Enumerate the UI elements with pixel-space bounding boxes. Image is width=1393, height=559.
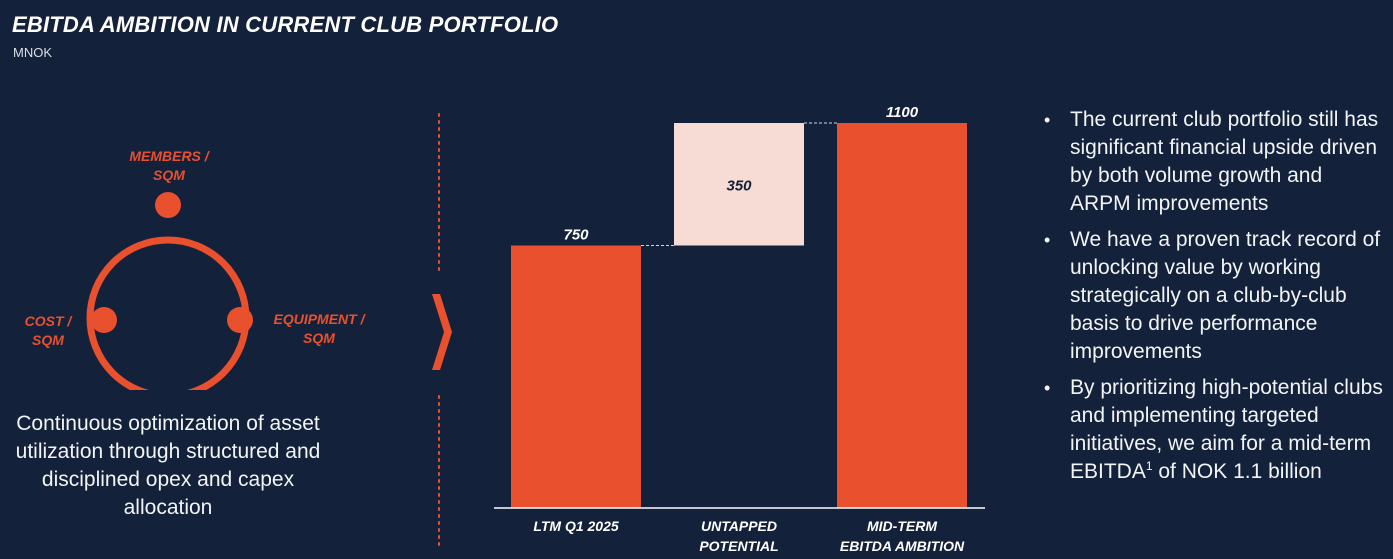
bullet-text: We have a proven track record of unlocki…: [1070, 228, 1381, 363]
bullet-item: • The current club portfolio still has si…: [1042, 106, 1387, 218]
category-label-1: UNTAPPED POTENTIAL: [699, 518, 778, 554]
node-label-cost: COST / SQM: [24, 313, 72, 348]
chart-labels: 750 LTM Q1 2025 350 UNTAPPED POTENTIAL 1100 MI…: [533, 104, 965, 554]
unit-label: MNOK: [13, 45, 52, 60]
bullet-dot-icon: •: [1044, 230, 1051, 250]
bullet-dot-icon: •: [1044, 378, 1051, 398]
node-equipment-dot: [227, 307, 253, 333]
cycle-diagram: [86, 192, 253, 390]
bullet-text: By prioritizing high-potential clubs and…: [1070, 376, 1383, 483]
category-label-0: LTM Q1 2025: [533, 518, 619, 534]
section-divider: [432, 113, 452, 551]
bar-1: [674, 123, 804, 246]
bullet-item: • By prioritizing high-potential clubs an…: [1042, 374, 1387, 486]
bullet-item: • We have a proven track record of unlock…: [1042, 226, 1387, 366]
waterfall-chart: 750 LTM Q1 2025 350 UNTAPPED POTENTIAL 1100 MI…: [494, 104, 985, 554]
page-title: EBITDA AMBITION IN CURRENT CLUB PORTFOLI…: [12, 12, 559, 37]
cycle-caption: Continuous optimization of asset utiliza…: [15, 412, 321, 519]
footnote-marker: 1: [1145, 459, 1153, 473]
node-cost-dot: [91, 307, 117, 333]
bar-2: [837, 123, 967, 508]
data-label-0: 750: [563, 227, 589, 244]
chevron-right-icon: [432, 294, 452, 370]
data-label-2: 1100: [886, 104, 919, 121]
bullet-list: • The current club portfolio still has si…: [1042, 106, 1387, 494]
bullet-dot-icon: •: [1044, 110, 1051, 130]
bullet-text: The current club portfolio still has sig…: [1070, 108, 1379, 215]
node-members-dot: [155, 192, 181, 218]
node-label-members: MEMBERS / SQM: [129, 148, 209, 183]
node-label-equipment: EQUIPMENT / SQM: [273, 311, 365, 346]
bullet-text-end: of NOK 1.1 billion: [1152, 460, 1322, 483]
category-label-2: MID-TERM EBITDA AMBITION: [840, 518, 965, 554]
data-label-1: 350: [726, 177, 752, 194]
bar-0: [511, 245, 641, 508]
chart-bars: [494, 122, 985, 509]
